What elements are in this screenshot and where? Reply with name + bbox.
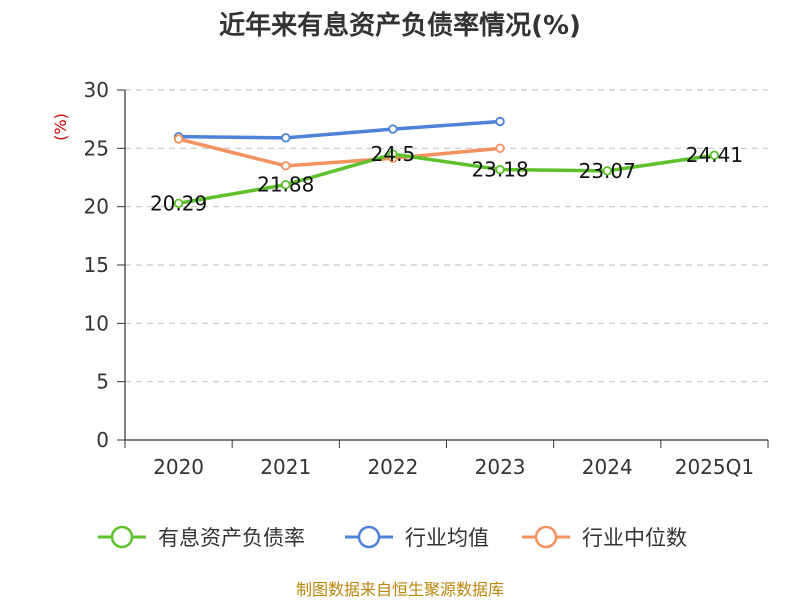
data-label: 24.41 [686, 143, 743, 167]
legend-item-0[interactable]: 有息资产负债率 [98, 525, 305, 550]
legend-swatch-marker [357, 525, 381, 549]
y-tick-label: 0 [96, 428, 109, 452]
x-tick-label: 2020 [153, 455, 204, 479]
y-tick-label: 20 [84, 195, 109, 219]
series-layer [173, 116, 720, 208]
y-tick-label: 30 [84, 78, 109, 102]
data-point[interactable] [173, 134, 184, 144]
x-tick-label: 2024 [582, 455, 633, 479]
series-line-2 [178, 137, 501, 168]
data-point[interactable] [495, 116, 505, 127]
y-tick-label: 25 [84, 136, 109, 160]
x-tick-label: 2021 [260, 455, 311, 479]
data-label: 23.07 [579, 159, 636, 183]
legend-label: 行业中位数 [582, 526, 687, 550]
axes: 0 5 10 15 20 25 30 2020 2021 2022 2023 2024 2025Q1 [84, 78, 769, 479]
legend-swatch-marker [110, 525, 134, 549]
source-note: 制图数据来自恒生聚源数据库 [296, 580, 504, 599]
legend-item-1[interactable]: 行业均值 [345, 525, 489, 550]
data-label: 24.5 [371, 142, 416, 166]
data-point[interactable] [281, 161, 291, 171]
y-axis-label: (%) [51, 113, 70, 141]
data-point[interactable] [281, 180, 291, 190]
data-label: 20.29 [150, 191, 207, 215]
data-point[interactable] [495, 164, 505, 175]
data-point[interactable] [281, 133, 291, 143]
data-point[interactable] [602, 166, 612, 176]
grid-lines [125, 89, 768, 383]
series-line-1 [178, 119, 501, 140]
data-point[interactable] [388, 124, 398, 134]
chart-title: 近年来有息资产负债率情况(%) [219, 10, 581, 41]
x-tick-label: 2025Q1 [675, 455, 754, 479]
data-point[interactable] [173, 198, 184, 208]
legend-swatch-marker [534, 525, 558, 549]
data-label: 21.88 [257, 173, 314, 197]
data-label: 23.18 [471, 158, 528, 182]
y-tick-label: 5 [96, 370, 109, 394]
x-tick-label: 2022 [367, 455, 418, 479]
legend-item-2[interactable]: 行业中位数 [522, 525, 687, 550]
series-line-0 [178, 152, 715, 206]
legend[interactable]: 有息资产负债率 行业均值 行业中位数 [98, 525, 687, 550]
x-tick-label: 2023 [475, 455, 526, 479]
data-point[interactable] [709, 150, 720, 160]
legend-label: 有息资产负债率 [158, 526, 305, 550]
data-point[interactable] [495, 143, 505, 154]
data-point[interactable] [388, 149, 398, 159]
y-tick-label: 15 [84, 253, 109, 277]
data-labels: 20.29 21.88 24.5 23.18 23.07 24.41 [150, 142, 743, 215]
y-tick-label: 10 [84, 311, 109, 335]
legend-label: 行业均值 [405, 526, 489, 550]
